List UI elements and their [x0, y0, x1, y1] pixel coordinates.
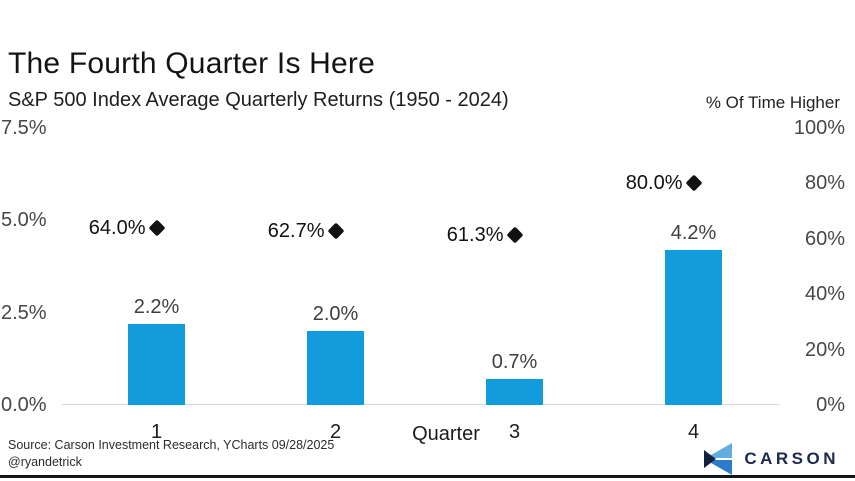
right-axis-tick: 20% [804, 338, 845, 361]
diamond-marker [685, 174, 702, 192]
carson-wordmark: CARSON [744, 449, 839, 468]
x-tick-label: 4 [687, 421, 700, 443]
twitter-handle: @ryandetrick [8, 455, 82, 469]
bar-value-label: 2.0% [312, 303, 359, 326]
source-text: Source: Carson Investment Research, YCha… [8, 438, 335, 452]
diamond-label: 80.0% [625, 172, 683, 195]
x-tick-label: 2 [329, 421, 342, 443]
right-axis-title: % Of Time Higher [705, 93, 840, 112]
bar-value-label: 0.7% [491, 351, 538, 374]
diamond-label: 62.7% [267, 220, 325, 243]
axis-baseline [62, 404, 780, 405]
bar-q3 [486, 379, 543, 405]
diamond-marker [148, 219, 165, 237]
bar-value-label: 4.2% [670, 221, 717, 244]
carson-logo-icon [699, 442, 736, 476]
right-axis-tick: 40% [804, 283, 845, 306]
carson-logo: CARSON [699, 442, 839, 476]
diamond-marker [327, 222, 344, 240]
page-title: The Fourth Quarter Is Here [8, 47, 376, 80]
bottom-border [0, 475, 855, 478]
x-axis-title: Quarter [412, 423, 480, 445]
bar-q2 [307, 331, 364, 405]
left-axis-tick: 2.5% [1, 301, 47, 324]
right-axis-tick: 0% [816, 394, 845, 416]
x-tick-label: 1 [150, 421, 163, 443]
right-axis-tick: 60% [804, 227, 845, 250]
diamond-label: 61.3% [446, 224, 504, 247]
bar-value-label: 2.2% [133, 295, 180, 318]
diamond-label: 64.0% [88, 216, 146, 239]
left-axis-tick: 0.0% [1, 394, 47, 416]
x-tick-label: 3 [508, 421, 521, 443]
diamond-marker [506, 226, 523, 244]
right-axis-tick: 80% [804, 172, 845, 195]
bar-q4 [665, 249, 722, 405]
right-axis-tick: 100% [793, 117, 845, 139]
bar-q1 [128, 323, 185, 405]
left-axis-tick: 7.5% [1, 117, 47, 139]
left-axis-tick: 5.0% [1, 209, 47, 232]
chart-subtitle: S&P 500 Index Average Quarterly Returns … [8, 89, 509, 111]
